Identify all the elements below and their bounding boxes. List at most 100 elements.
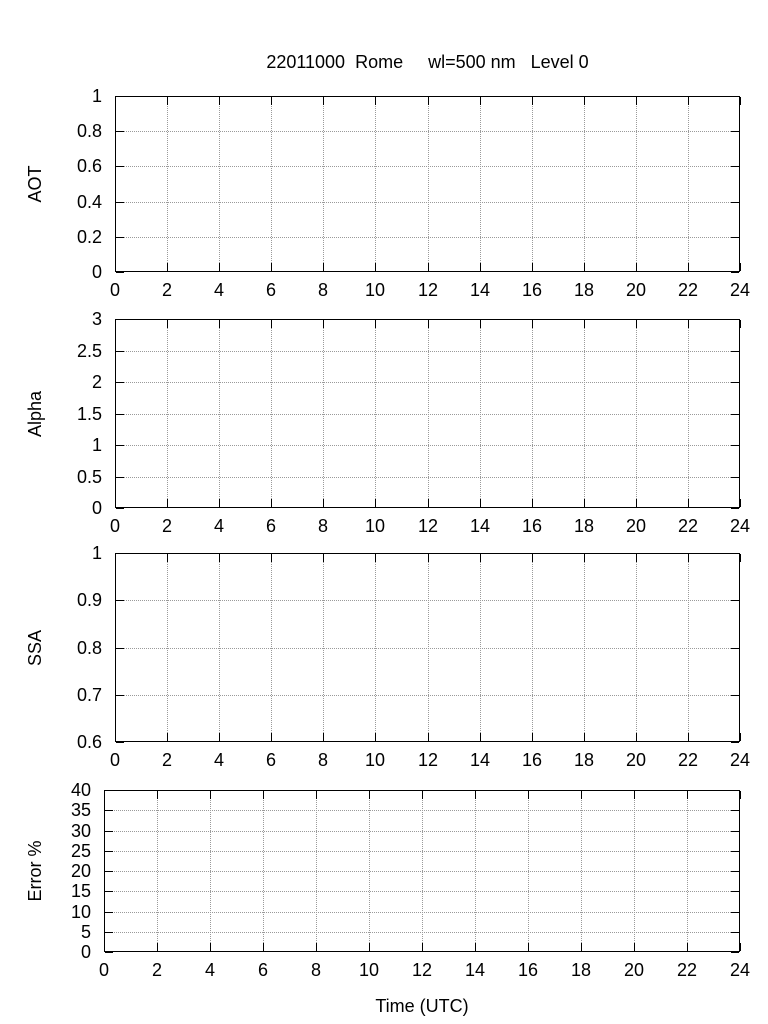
tick-mark-bottom: [167, 263, 168, 271]
gridline-vertical: [375, 320, 376, 507]
gridline-vertical: [167, 554, 168, 741]
tick-mark-bottom: [219, 733, 220, 741]
gridline-vertical: [636, 97, 637, 271]
tick-mark-top: [167, 554, 168, 562]
x-tick-label: 4: [213, 516, 224, 536]
tick-mark-right: [731, 237, 739, 238]
tick-mark-right: [731, 445, 739, 446]
tick-mark-top: [480, 97, 481, 105]
gridline-horizontal: [116, 382, 739, 383]
plot-border: [115, 553, 740, 742]
tick-mark-top: [323, 97, 324, 105]
tick-mark-bottom: [636, 263, 637, 271]
tick-mark-top: [323, 554, 324, 562]
tick-mark-bottom: [475, 943, 476, 951]
tick-mark-top: [271, 554, 272, 562]
tick-mark-top: [584, 97, 585, 105]
x-tick-label: 8: [317, 516, 328, 536]
y-tick-label: 35: [70, 800, 91, 820]
gridline-vertical: [323, 97, 324, 271]
tick-mark-bottom: [740, 943, 741, 951]
y-tick-label: 0.4: [76, 192, 102, 212]
tick-mark-bottom: [219, 499, 220, 507]
x-tick-label: 20: [625, 516, 647, 536]
tick-mark-left: [105, 831, 113, 832]
tick-mark-bottom: [316, 943, 317, 951]
tick-mark-bottom: [480, 733, 481, 741]
tick-mark-bottom: [271, 733, 272, 741]
tick-mark-bottom: [323, 263, 324, 271]
gridline-horizontal: [116, 202, 739, 203]
tick-mark-top: [740, 97, 741, 105]
gridline-horizontal: [116, 414, 739, 415]
gridline-vertical: [375, 97, 376, 271]
tick-mark-bottom: [532, 733, 533, 741]
chart-title: 22011000 Rome wl=500 nm Level 0: [266, 52, 589, 72]
gridline-vertical: [167, 320, 168, 507]
gridline-horizontal: [105, 891, 739, 892]
y-tick-label: 1: [91, 435, 102, 455]
x-tick-label: 12: [417, 516, 439, 536]
tick-mark-bottom: [687, 943, 688, 951]
x-tick-label: 24: [729, 516, 751, 536]
gridline-vertical: [271, 97, 272, 271]
tick-mark-top: [740, 791, 741, 799]
gridline-vertical: [584, 97, 585, 271]
y-tick-label: 1: [91, 86, 102, 106]
x-tick-label: 16: [521, 280, 543, 300]
y-tick-label: 0.6: [76, 732, 102, 752]
tick-mark-right: [731, 351, 739, 352]
x-tick-label: 2: [161, 750, 172, 770]
tick-mark-top: [428, 320, 429, 328]
tick-mark-left: [116, 237, 124, 238]
tick-mark-right: [731, 648, 739, 649]
tick-mark-left: [116, 477, 124, 478]
tick-mark-top: [271, 320, 272, 328]
gridline-vertical: [271, 554, 272, 741]
plot-border: [115, 319, 740, 508]
x-tick-label: 24: [729, 280, 751, 300]
tick-mark-left: [105, 891, 113, 892]
y-tick-label: 10: [70, 902, 91, 922]
gridline-vertical: [584, 554, 585, 741]
x-tick-label: 8: [310, 960, 321, 980]
tick-mark-top: [210, 791, 211, 799]
tick-mark-left: [105, 952, 113, 953]
tick-mark-right: [731, 131, 739, 132]
tick-mark-bottom: [634, 943, 635, 951]
x-tick-label: 8: [317, 280, 328, 300]
tick-mark-bottom: [271, 499, 272, 507]
tick-mark-left: [105, 810, 113, 811]
tick-mark-right: [731, 414, 739, 415]
tick-mark-bottom: [532, 499, 533, 507]
x-tick-label: 22: [677, 516, 699, 536]
x-tick-label: 24: [729, 750, 751, 770]
y-axis-title: AOT: [25, 165, 45, 203]
tick-mark-bottom: [375, 499, 376, 507]
gridline-horizontal: [116, 166, 739, 167]
gridline-vertical: [636, 320, 637, 507]
tick-mark-left: [116, 553, 124, 554]
x-tick-label: 18: [573, 280, 595, 300]
y-axis-title: Alpha: [25, 390, 45, 437]
tick-mark-left: [116, 414, 124, 415]
x-tick-label: 2: [151, 960, 162, 980]
x-tick-label: 6: [265, 750, 276, 770]
tick-mark-top: [584, 554, 585, 562]
gridline-vertical: [480, 554, 481, 741]
tick-mark-top: [687, 791, 688, 799]
gridline-vertical: [688, 97, 689, 271]
tick-mark-left: [116, 202, 124, 203]
gridline-vertical: [480, 97, 481, 271]
y-tick-label: 40: [70, 780, 91, 800]
x-tick-label: 2: [161, 280, 172, 300]
x-tick-label: 20: [625, 750, 647, 770]
tick-mark-bottom: [636, 733, 637, 741]
tick-mark-right: [731, 553, 739, 554]
tick-mark-bottom: [271, 263, 272, 271]
gridline-vertical: [688, 554, 689, 741]
tick-mark-bottom: [740, 263, 741, 271]
tick-mark-bottom: [688, 499, 689, 507]
tick-mark-left: [116, 131, 124, 132]
